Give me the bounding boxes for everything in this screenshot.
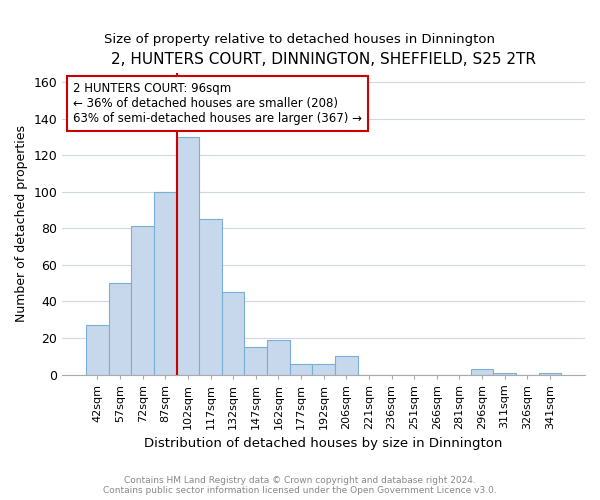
- Bar: [199, 219, 222, 374]
- Text: Contains HM Land Registry data © Crown copyright and database right 2024.
Contai: Contains HM Land Registry data © Crown c…: [103, 476, 497, 495]
- Title: 2, HUNTERS COURT, DINNINGTON, SHEFFIELD, S25 2TR: 2, HUNTERS COURT, DINNINGTON, SHEFFIELD,…: [111, 52, 536, 68]
- Bar: [222, 292, 244, 374]
- Bar: [154, 192, 176, 374]
- Bar: [86, 326, 109, 374]
- Bar: [244, 347, 267, 374]
- Bar: [131, 226, 154, 374]
- Bar: [109, 283, 131, 374]
- Text: Size of property relative to detached houses in Dinnington: Size of property relative to detached ho…: [104, 32, 496, 46]
- Bar: [471, 369, 493, 374]
- Y-axis label: Number of detached properties: Number of detached properties: [15, 125, 28, 322]
- Bar: [493, 373, 516, 374]
- X-axis label: Distribution of detached houses by size in Dinnington: Distribution of detached houses by size …: [145, 437, 503, 450]
- Bar: [539, 373, 561, 374]
- Bar: [290, 364, 313, 374]
- Bar: [267, 340, 290, 374]
- Bar: [176, 137, 199, 374]
- Bar: [335, 356, 358, 374]
- Text: 2 HUNTERS COURT: 96sqm
← 36% of detached houses are smaller (208)
63% of semi-de: 2 HUNTERS COURT: 96sqm ← 36% of detached…: [73, 82, 362, 125]
- Bar: [313, 364, 335, 374]
